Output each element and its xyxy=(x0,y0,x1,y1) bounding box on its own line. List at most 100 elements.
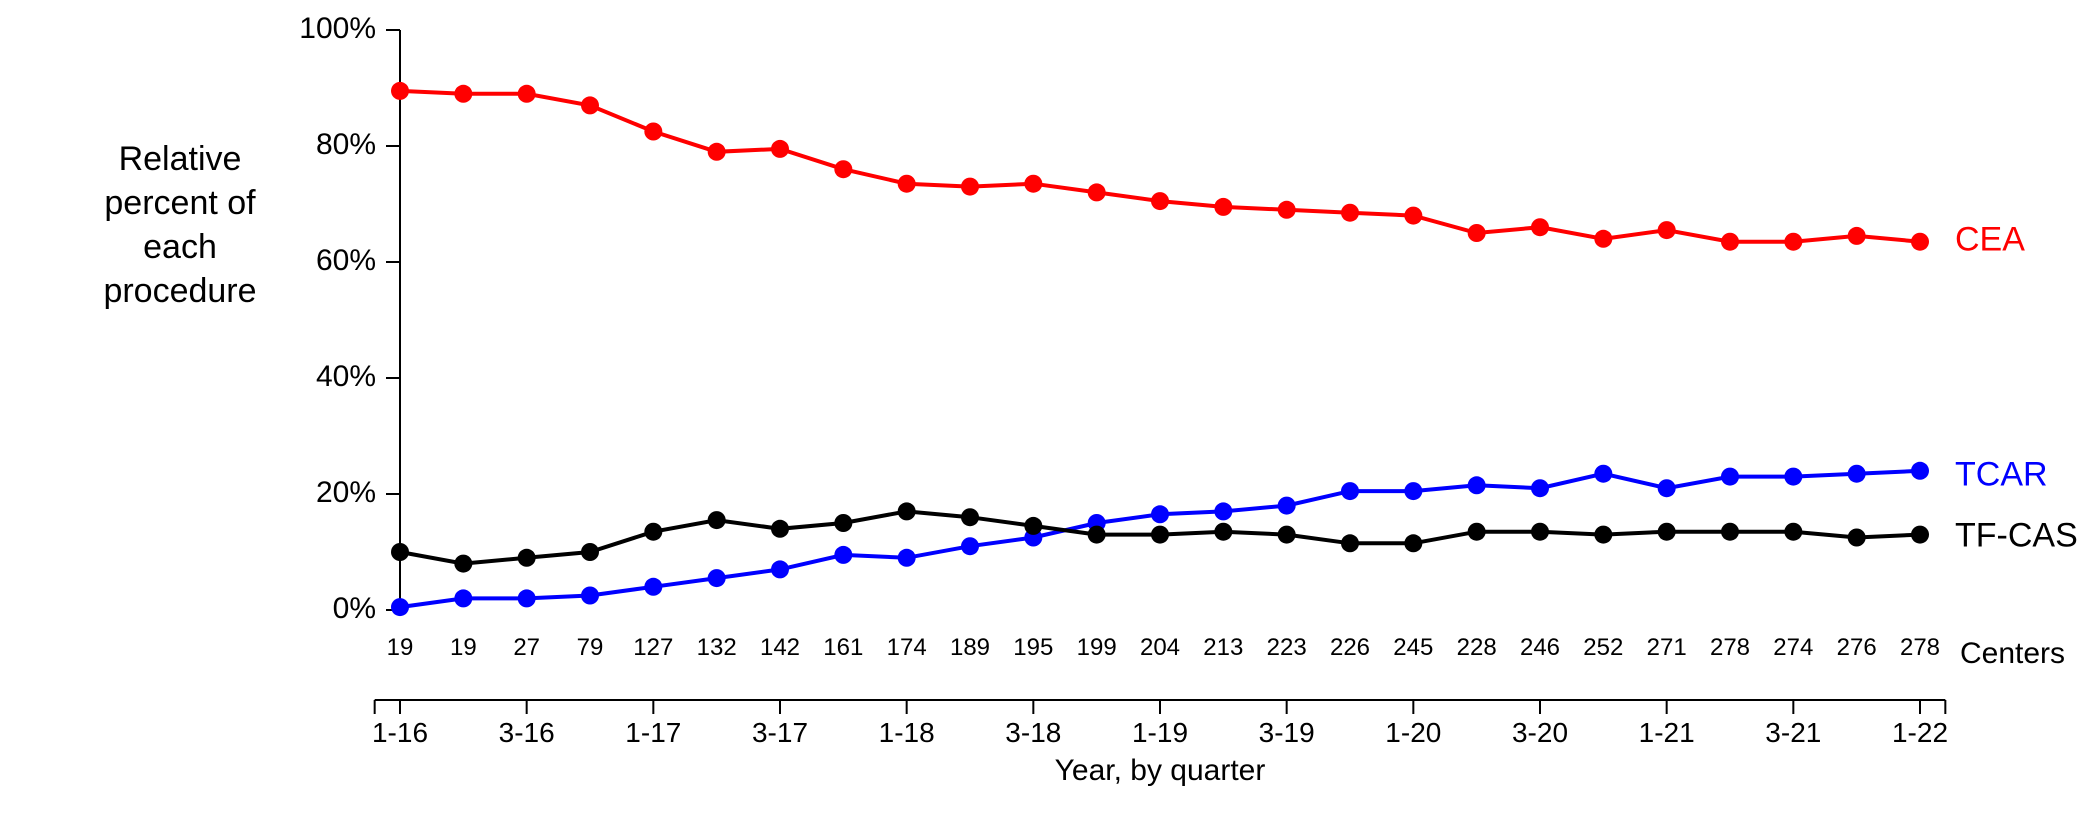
series-point-cea xyxy=(1278,201,1296,219)
series-point-tf-cas xyxy=(1594,526,1612,544)
series-point-tcar xyxy=(708,569,726,587)
series-point-tf-cas xyxy=(1848,529,1866,547)
series-point-tf-cas xyxy=(771,520,789,538)
series-point-tf-cas xyxy=(1151,526,1169,544)
x-tick-label: 1-21 xyxy=(1639,717,1695,748)
series-point-cea xyxy=(1341,204,1359,222)
centers-value: 161 xyxy=(823,634,863,661)
x-tick-label: 3-19 xyxy=(1259,717,1315,748)
centers-value: 278 xyxy=(1900,634,1940,661)
y-axis-title-line: procedure xyxy=(103,272,256,310)
centers-value: 276 xyxy=(1837,634,1877,661)
x-tick-label: 1-19 xyxy=(1132,717,1188,748)
x-tick-label: 1-18 xyxy=(879,717,935,748)
x-tick-label: 3-18 xyxy=(1005,717,1061,748)
series-point-cea xyxy=(1911,233,1929,251)
series-point-tf-cas xyxy=(898,502,916,520)
series-point-cea xyxy=(708,143,726,161)
series-point-tf-cas xyxy=(581,543,599,561)
centers-value: 246 xyxy=(1520,634,1560,661)
x-axis-title: Year, by quarter xyxy=(1055,754,1266,787)
series-point-cea xyxy=(961,178,979,196)
x-tick-label: 1-17 xyxy=(625,717,681,748)
x-tick-label: 3-21 xyxy=(1765,717,1821,748)
x-tick-label: 1-22 xyxy=(1892,717,1948,748)
series-point-tf-cas xyxy=(708,511,726,529)
series-point-tf-cas xyxy=(1468,523,1486,541)
centers-value: 132 xyxy=(697,634,737,661)
series-point-cea xyxy=(1531,218,1549,236)
y-tick-label: 60% xyxy=(316,244,376,277)
series-point-tcar xyxy=(581,587,599,605)
series-point-cea xyxy=(1214,198,1232,216)
series-point-tcar xyxy=(518,589,536,607)
series-point-tf-cas xyxy=(454,555,472,573)
series-point-cea xyxy=(391,82,409,100)
y-tick-label: 80% xyxy=(316,128,376,161)
y-axis-title-line: percent of xyxy=(104,184,256,222)
centers-value: 274 xyxy=(1773,634,1813,661)
series-label-tf-cas: TF-CAS xyxy=(1955,516,2078,554)
series-point-cea xyxy=(581,96,599,114)
series-point-tcar xyxy=(1214,502,1232,520)
series-point-tcar xyxy=(1594,465,1612,483)
series-point-tcar xyxy=(1531,479,1549,497)
x-tick-label: 1-20 xyxy=(1385,717,1441,748)
centers-value: 195 xyxy=(1013,634,1053,661)
chart-container: 0%20%40%60%80%100%Relativepercent ofeach… xyxy=(0,0,2100,813)
series-point-cea xyxy=(1848,227,1866,245)
y-tick-label: 40% xyxy=(316,360,376,393)
series-point-tcar xyxy=(961,537,979,555)
series-point-tcar xyxy=(391,598,409,616)
series-point-tf-cas xyxy=(1404,534,1422,552)
series-point-tcar xyxy=(1151,505,1169,523)
series-point-tcar xyxy=(834,546,852,564)
series-point-cea xyxy=(834,160,852,178)
series-point-tcar xyxy=(771,560,789,578)
series-point-tf-cas xyxy=(1911,526,1929,544)
series-point-tf-cas xyxy=(961,508,979,526)
series-point-tf-cas xyxy=(1341,534,1359,552)
series-point-tf-cas xyxy=(1531,523,1549,541)
x-tick-label: 3-20 xyxy=(1512,717,1568,748)
centers-value: 79 xyxy=(577,634,604,661)
y-tick-label: 0% xyxy=(333,592,376,625)
centers-value: 189 xyxy=(950,634,990,661)
y-axis-title-line: each xyxy=(143,228,217,266)
series-point-cea xyxy=(1024,175,1042,193)
centers-value: 226 xyxy=(1330,634,1370,661)
series-point-tcar xyxy=(1721,468,1739,486)
x-tick-label: 1-16 xyxy=(372,717,428,748)
series-point-tcar xyxy=(454,589,472,607)
centers-value: 27 xyxy=(513,634,540,661)
series-point-tf-cas xyxy=(1088,526,1106,544)
series-point-cea xyxy=(454,85,472,103)
series-point-cea xyxy=(1151,192,1169,210)
series-point-tf-cas xyxy=(518,549,536,567)
series-label-tcar: TCAR xyxy=(1955,456,2048,494)
series-point-tcar xyxy=(1784,468,1802,486)
centers-value: 223 xyxy=(1267,634,1307,661)
series-point-cea xyxy=(898,175,916,193)
centers-value: 245 xyxy=(1393,634,1433,661)
series-point-cea xyxy=(1468,224,1486,242)
x-tick-label: 3-16 xyxy=(499,717,555,748)
centers-value: 199 xyxy=(1077,634,1117,661)
series-point-cea xyxy=(1721,233,1739,251)
series-point-cea xyxy=(518,85,536,103)
centers-value: 174 xyxy=(887,634,927,661)
series-point-tcar xyxy=(1658,479,1676,497)
series-point-tcar xyxy=(1848,465,1866,483)
series-point-tf-cas xyxy=(391,543,409,561)
centers-value: 19 xyxy=(450,634,477,661)
series-point-tf-cas xyxy=(644,523,662,541)
y-axis-title-line: Relative xyxy=(119,140,242,178)
centers-value: 228 xyxy=(1457,634,1497,661)
series-point-tcar xyxy=(1278,497,1296,515)
series-point-cea xyxy=(1404,207,1422,225)
series-point-tcar xyxy=(1404,482,1422,500)
series-point-tf-cas xyxy=(1658,523,1676,541)
centers-value: 252 xyxy=(1583,634,1623,661)
series-point-cea xyxy=(1784,233,1802,251)
series-point-tcar xyxy=(644,578,662,596)
